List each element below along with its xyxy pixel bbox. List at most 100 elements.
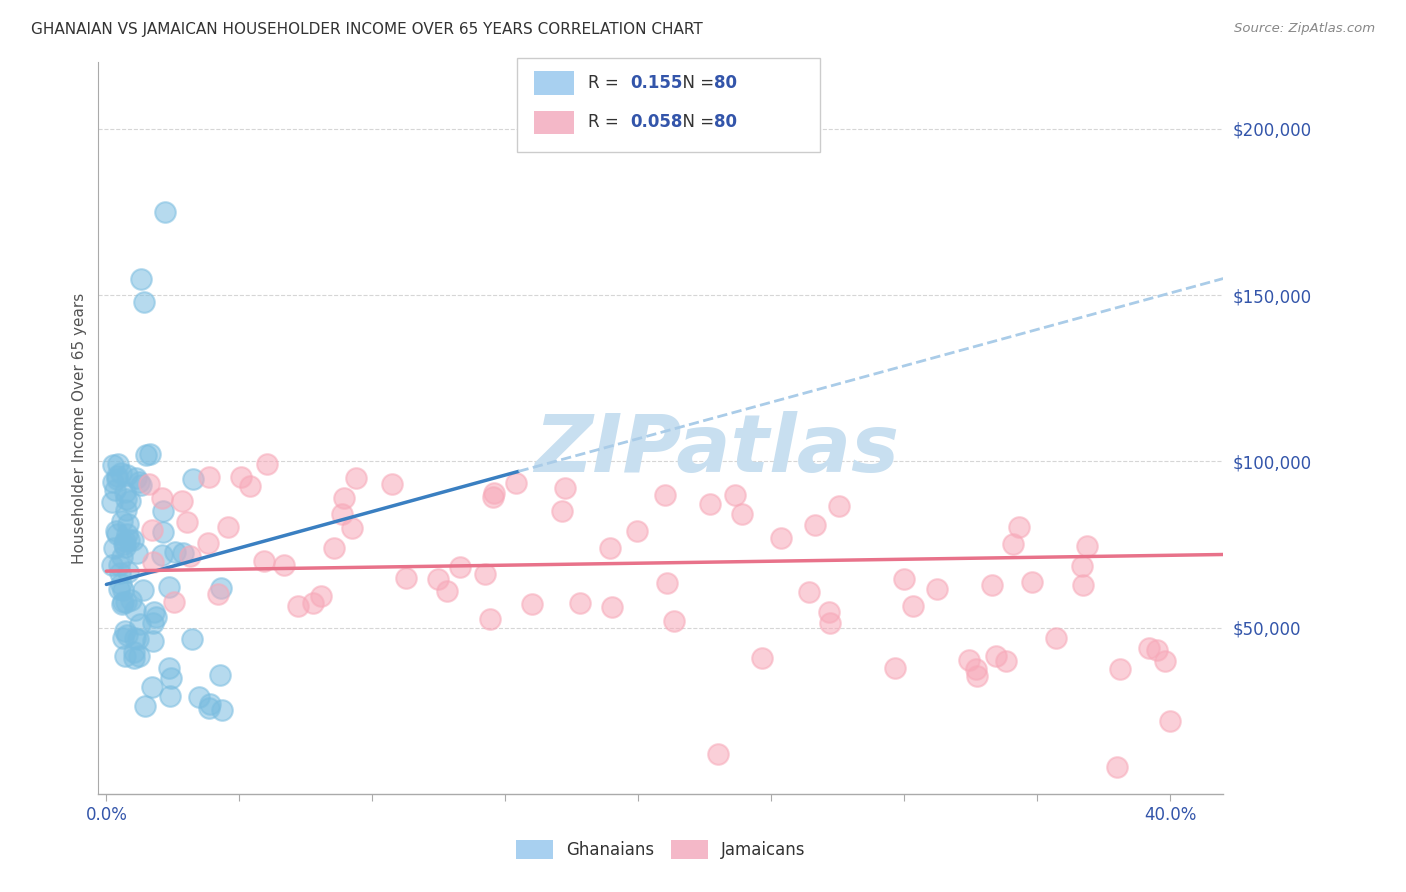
Point (114, 484, 136, 499)
Point (162, 595, 184, 609)
Point (117, 467, 139, 482)
Point (117, 533, 139, 547)
Point (925, 582, 948, 596)
Point (330, 508, 353, 522)
Point (128, 475, 150, 490)
Point (883, 661, 905, 675)
Point (1159, 714, 1181, 728)
Point (112, 632, 135, 646)
Point (599, 541, 621, 556)
Text: 0.155: 0.155 (630, 74, 682, 92)
Point (139, 447, 162, 461)
Point (122, 533, 145, 547)
Point (568, 596, 591, 610)
Point (132, 294, 155, 309)
Point (1076, 539, 1098, 553)
Point (484, 486, 506, 500)
Point (128, 649, 150, 664)
Point (115, 491, 138, 506)
Point (804, 518, 827, 533)
Point (141, 616, 163, 631)
Point (730, 508, 752, 522)
Point (141, 523, 163, 537)
Point (436, 584, 458, 599)
Point (340, 521, 363, 535)
Point (157, 580, 180, 594)
Point (129, 617, 152, 632)
Point (395, 571, 418, 585)
Point (256, 457, 278, 471)
Point (143, 605, 166, 619)
Point (287, 599, 309, 613)
Point (103, 475, 125, 489)
Point (141, 634, 163, 648)
Point (107, 582, 129, 596)
Point (115, 527, 138, 541)
Point (138, 477, 160, 491)
Point (211, 703, 233, 717)
Point (122, 651, 145, 665)
Point (482, 490, 505, 504)
Legend: Ghanaians, Jamaicans: Ghanaians, Jamaicans (509, 833, 813, 866)
Point (134, 699, 156, 714)
Point (253, 553, 276, 567)
Point (450, 560, 472, 574)
Point (197, 535, 219, 549)
Point (117, 517, 139, 532)
Point (381, 476, 404, 491)
Point (1002, 537, 1025, 551)
Point (893, 572, 915, 586)
Point (120, 592, 142, 607)
Point (103, 541, 125, 556)
Point (198, 698, 221, 712)
Point (117, 566, 139, 580)
Point (107, 457, 129, 471)
Point (114, 649, 136, 664)
Point (111, 514, 134, 528)
Point (111, 597, 134, 611)
Point (198, 470, 221, 484)
Point (129, 477, 152, 491)
Point (160, 671, 183, 685)
Text: N =: N = (672, 113, 720, 131)
Point (1021, 574, 1043, 589)
Point (172, 494, 194, 508)
Point (827, 499, 849, 513)
Point (505, 475, 527, 490)
Point (207, 587, 229, 601)
Point (112, 537, 135, 551)
Point (153, 205, 176, 219)
Point (479, 612, 502, 626)
Point (110, 467, 132, 481)
Point (110, 577, 132, 591)
Point (152, 524, 174, 539)
Point (818, 605, 841, 619)
Point (551, 504, 574, 518)
Text: N =: N = (672, 74, 720, 92)
Text: Source: ZipAtlas.com: Source: ZipAtlas.com (1234, 22, 1375, 36)
Text: 80: 80 (714, 74, 737, 92)
Point (655, 576, 678, 591)
Point (181, 472, 204, 486)
Point (981, 578, 1004, 592)
Point (152, 491, 174, 506)
Point (1265, 727, 1288, 741)
Point (101, 494, 124, 508)
Point (966, 669, 988, 683)
Point (101, 458, 124, 473)
Point (198, 701, 221, 715)
Point (209, 667, 232, 681)
Point (114, 624, 136, 639)
Point (112, 595, 135, 609)
Point (654, 488, 676, 502)
Point (114, 534, 136, 549)
Point (108, 566, 131, 580)
Point (699, 497, 721, 511)
Point (105, 469, 128, 483)
Point (157, 661, 180, 675)
Point (141, 680, 163, 694)
Point (217, 520, 239, 534)
Point (984, 648, 1007, 663)
Text: ZIPatlas: ZIPatlas (534, 411, 900, 489)
Point (104, 483, 127, 497)
